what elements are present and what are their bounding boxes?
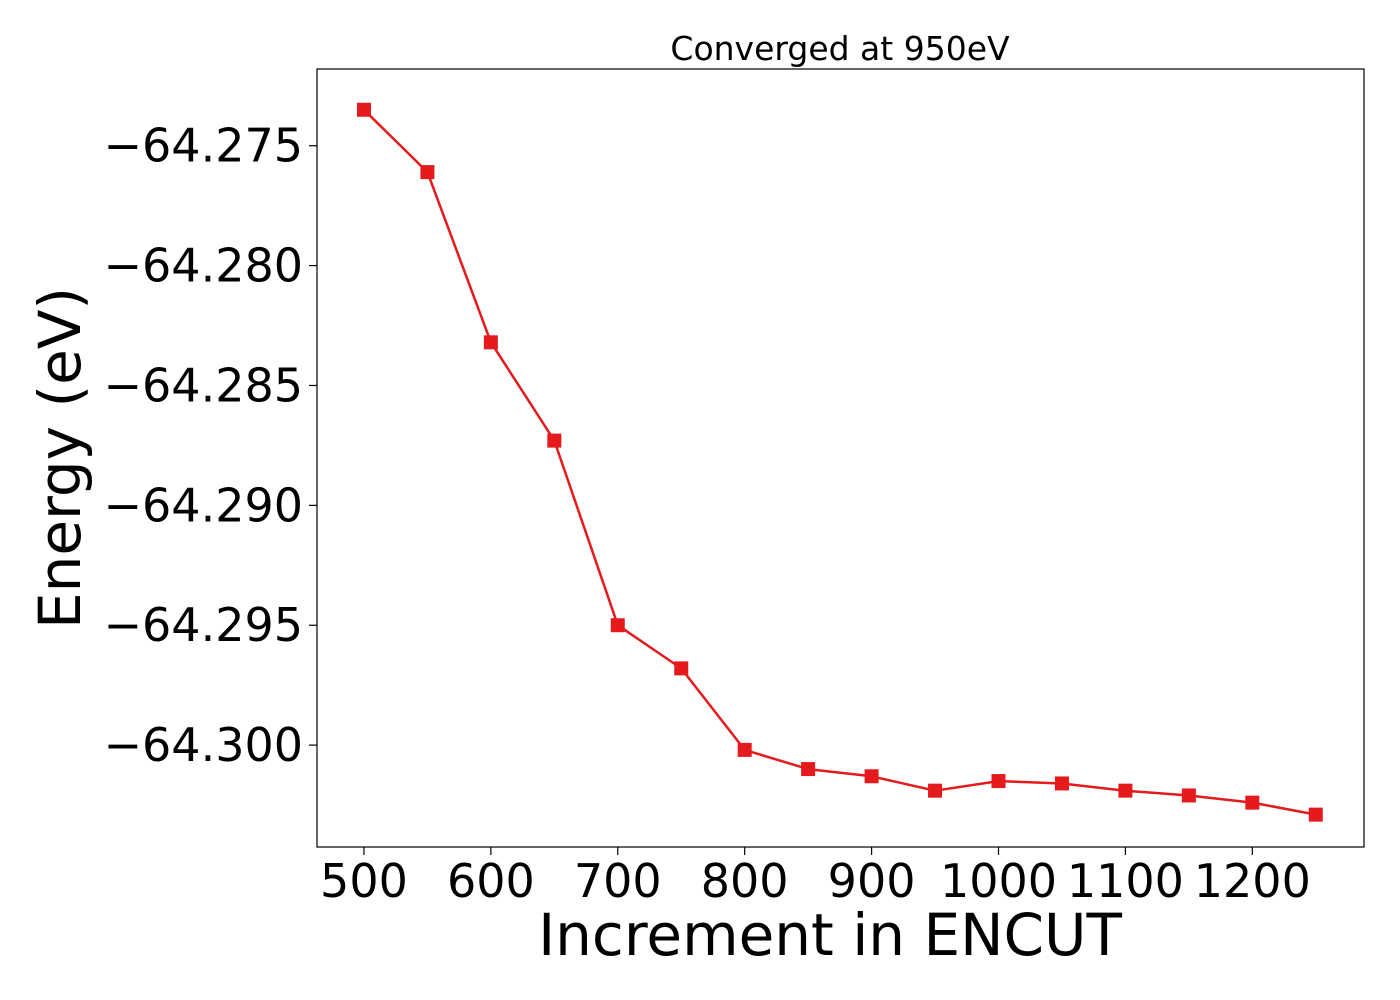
data-point-marker: [356, 102, 371, 117]
y-axis-label: Energy (eV): [26, 287, 94, 629]
x-tick-label: 1000: [940, 854, 1057, 908]
data-point-marker: [1118, 783, 1133, 798]
x-tick-label: 600: [447, 854, 535, 908]
y-tick-label: −64.280: [104, 239, 304, 293]
data-point-marker: [864, 769, 879, 784]
x-tick-label: 500: [320, 854, 408, 908]
x-tick-label: 900: [828, 854, 916, 908]
data-point-marker: [420, 165, 435, 180]
data-point-marker: [801, 762, 816, 777]
y-tick-label: −64.300: [104, 718, 304, 772]
x-tick-label: 800: [701, 854, 789, 908]
y-tick-label: −64.275: [104, 119, 304, 173]
series-line: [363, 108, 1317, 816]
x-tick-label: 1200: [1194, 854, 1311, 908]
x-axis-label: Increment in ENCUT: [538, 901, 1122, 969]
x-tick-label: 700: [574, 854, 662, 908]
y-tick-label: −64.290: [104, 478, 304, 532]
data-point-marker: [547, 433, 562, 448]
chart-title: Converged at 950eV: [670, 29, 1010, 68]
data-point-marker: [610, 618, 625, 633]
data-point-marker: [483, 335, 498, 350]
data-point-marker: [1054, 776, 1069, 791]
data-point-marker: [1181, 788, 1196, 803]
data-point-marker: [737, 742, 752, 757]
data-point-marker: [928, 783, 943, 798]
y-tick-label: −64.285: [104, 358, 304, 412]
y-tick-label: −64.295: [104, 598, 304, 652]
x-tick-label: 1100: [1067, 854, 1184, 908]
data-point-marker: [1308, 807, 1323, 822]
data-point-marker: [1245, 795, 1260, 810]
data-point-marker: [991, 774, 1006, 789]
plot-area: 500 600 700 800 900 1000 1100 1200 −64.275 −64.28…: [104, 68, 1365, 908]
data-point-marker: [674, 661, 689, 676]
plot-frame: [316, 68, 1365, 848]
